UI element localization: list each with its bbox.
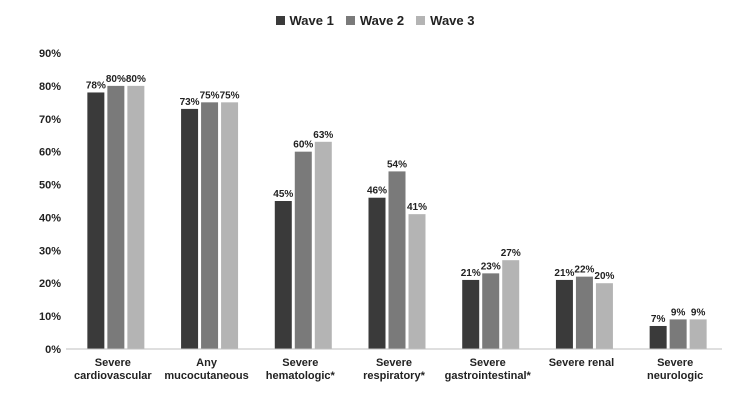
data-label: 80% — [106, 74, 126, 85]
bar — [368, 197, 386, 349]
chart-legend: Wave 1 Wave 2 Wave 3 — [0, 13, 750, 28]
bar — [669, 319, 687, 349]
bar — [555, 279, 573, 349]
category-label: neurologic — [647, 370, 703, 382]
legend-label: Wave 2 — [359, 13, 405, 28]
data-label: 27% — [501, 248, 521, 259]
y-tick-label: 80% — [39, 81, 61, 93]
category-label: gastrointestinal* — [445, 370, 532, 382]
bar — [201, 102, 219, 349]
data-label: 21% — [461, 268, 481, 279]
category-label: Severe — [95, 357, 131, 369]
category-label: respiratory* — [363, 370, 425, 382]
data-label: 7% — [651, 314, 666, 325]
bar — [107, 85, 125, 349]
bar — [127, 85, 145, 349]
legend-item: Wave 3 — [416, 13, 474, 28]
y-tick-label: 50% — [39, 180, 61, 192]
category-label: Severe — [376, 357, 412, 369]
legend-label: Wave 1 — [289, 13, 334, 28]
bar — [575, 276, 593, 349]
data-label: 21% — [554, 268, 574, 279]
category-label: mucocutaneous — [164, 370, 248, 382]
bar — [87, 92, 105, 349]
legend-swatch — [345, 16, 355, 25]
bar — [502, 260, 520, 349]
category-label: Severe — [657, 357, 693, 369]
data-label: 54% — [387, 159, 407, 170]
data-label: 9% — [691, 307, 706, 318]
data-label: 45% — [273, 189, 293, 200]
data-label: 60% — [293, 140, 313, 151]
data-label: 63% — [313, 130, 333, 141]
bar — [221, 102, 239, 349]
data-label: 75% — [200, 90, 220, 101]
category-label: cardiovascular — [74, 370, 152, 382]
bar — [689, 319, 707, 349]
legend-item: Wave 2 — [345, 13, 405, 28]
bar — [595, 283, 613, 349]
bar — [314, 141, 332, 349]
category-label: Severe — [470, 357, 506, 369]
bar — [388, 171, 406, 349]
data-label: 75% — [220, 90, 240, 101]
y-tick-label: 60% — [39, 147, 61, 159]
y-tick-label: 70% — [39, 114, 61, 126]
bar — [274, 201, 292, 349]
legend-swatch — [275, 16, 285, 25]
y-tick-label: 40% — [39, 212, 61, 224]
y-tick-label: 90% — [39, 48, 61, 60]
data-label: 78% — [86, 80, 106, 91]
y-tick-label: 10% — [39, 311, 61, 323]
category-label: Any — [196, 357, 218, 369]
bar — [462, 279, 480, 349]
data-label: 41% — [407, 202, 427, 213]
data-label: 23% — [481, 261, 501, 272]
category-label: hematologic* — [266, 370, 336, 382]
category-label: Severe renal — [549, 357, 614, 369]
y-tick-label: 20% — [39, 278, 61, 290]
legend-label: Wave 3 — [430, 13, 475, 28]
data-label: 22% — [574, 265, 594, 276]
bar — [408, 214, 426, 349]
data-label: 9% — [671, 307, 686, 318]
data-label: 73% — [180, 97, 200, 108]
legend-item: Wave 1 — [275, 13, 334, 28]
data-label: 80% — [126, 74, 146, 85]
data-label: 20% — [594, 271, 614, 282]
y-tick-label: 30% — [39, 245, 61, 257]
data-label: 46% — [367, 186, 387, 197]
bar — [649, 325, 667, 349]
bar — [482, 273, 500, 349]
legend-swatch — [416, 16, 426, 25]
bar — [294, 151, 312, 349]
y-tick-label: 0% — [45, 344, 61, 356]
category-label: Severe — [282, 357, 318, 369]
bar — [181, 108, 199, 350]
